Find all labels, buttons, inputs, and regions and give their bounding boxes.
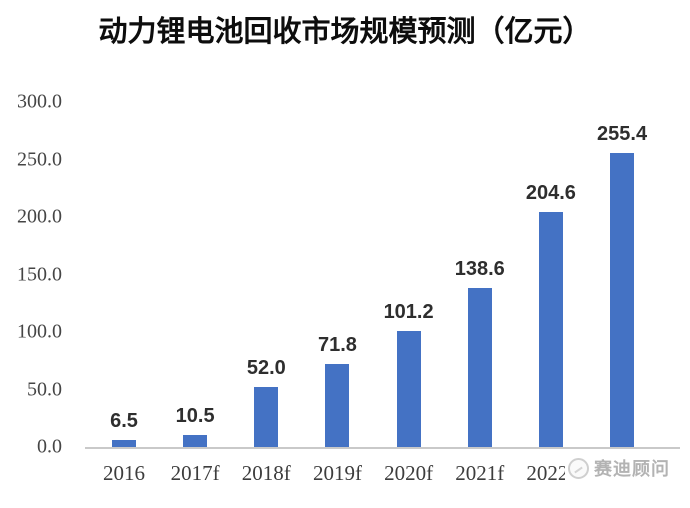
y-tick-label: 200.0: [17, 205, 62, 228]
bar: [396, 331, 421, 447]
y-tick-label: 100.0: [17, 320, 62, 343]
x-tick-label: 2018f: [241, 461, 291, 485]
x-tick-label: 2020f: [384, 461, 434, 485]
y-tick-label: 0.0: [37, 435, 62, 458]
bar-value-label: 255.4: [597, 123, 648, 145]
bar: [610, 153, 635, 447]
circle-logo-icon: [568, 457, 589, 479]
y-tick-label: 250.0: [17, 148, 62, 170]
bar-value-label: 101.2: [383, 301, 434, 323]
x-axis-line: [85, 447, 680, 449]
bar-value-label: 204.6: [525, 182, 576, 204]
bar-value-label: 10.5: [175, 405, 215, 427]
bar: [467, 288, 492, 447]
bar: [183, 435, 208, 447]
bar: [325, 364, 350, 447]
x-tick-label: 2016: [103, 461, 145, 485]
bar: [538, 212, 563, 447]
bar-value-label: 138.6: [454, 258, 505, 280]
watermark-label: 赛迪顾问: [594, 459, 670, 479]
chart-title: 动力锂电池回收市场规模预测（亿元）: [98, 16, 592, 48]
bar-value-label: 71.8: [317, 334, 357, 356]
bar-value-label: 52.0: [246, 357, 286, 379]
x-tick-label: 2019f: [312, 461, 362, 485]
y-tick-label: 50.0: [27, 378, 62, 400]
x-tick-label: 2021f: [455, 461, 505, 485]
y-tick-label: 300.0: [17, 90, 62, 113]
bar: [254, 387, 279, 447]
watermark: 赛迪顾问: [565, 453, 673, 483]
bar-value-label: 6.5: [110, 410, 138, 432]
y-tick-label: 150.0: [17, 263, 62, 285]
bar: [112, 440, 136, 447]
x-tick-label: 2017f: [170, 461, 220, 485]
